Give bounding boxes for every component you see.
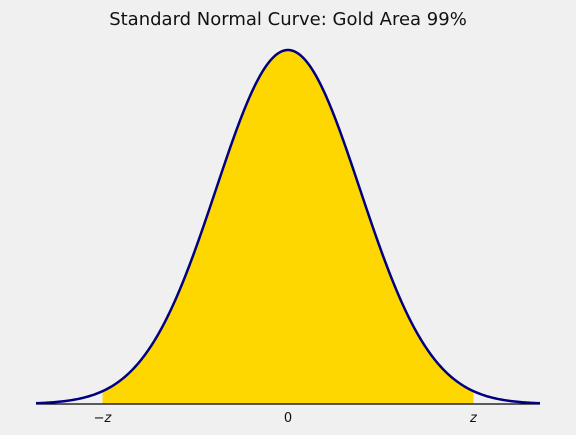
x-tick-label: −z (94, 411, 113, 426)
pdf-curve-line (35, 48, 541, 405)
x-axis-ticks: −z 0 z (94, 411, 478, 426)
chart-title: Standard Normal Curve: Gold Area 99% (109, 9, 467, 30)
x-tick-label: z (469, 411, 478, 426)
shaded-area (102, 50, 474, 404)
x-tick-label: 0 (284, 411, 292, 426)
